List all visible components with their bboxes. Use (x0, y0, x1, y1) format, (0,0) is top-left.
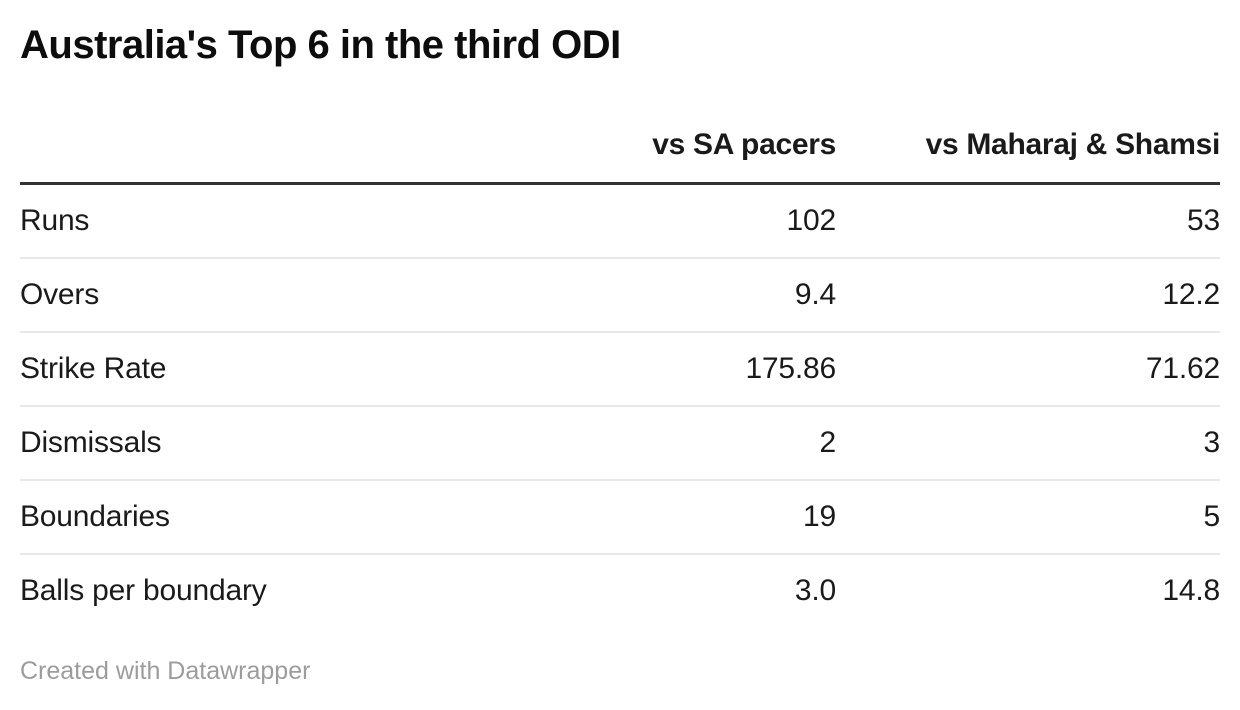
row-label: Runs (20, 183, 476, 259)
cell-vs-sa-pacers: 3.0 (794, 574, 836, 607)
table-header-row: vs SA pacers vs Maharaj & Shamsi (20, 112, 1220, 185)
row-label: Strike Rate (20, 332, 476, 407)
table-row: Boundaries 19 5 (20, 480, 1220, 555)
table-row: Overs 9.4 12.2 (20, 258, 1220, 333)
cell-vs-maharaj-shamsi: 5 (836, 480, 1220, 555)
cell-vs-sa-pacers: 9.4 (476, 258, 836, 333)
column-header-vs-maharaj-shamsi: vs Maharaj & Shamsi (836, 112, 1220, 185)
cell-vs-maharaj-shamsi: 14.8 (1162, 574, 1220, 607)
row-label: Boundaries (20, 480, 476, 555)
datawrapper-attribution-link[interactable]: Created with Datawrapper (20, 657, 311, 685)
table-body: Runs 102 53 Overs 9.4 12.2 Strike Rate 175.86 71… (20, 183, 1220, 628)
cell-vs-sa-pacers: 2 (476, 406, 836, 481)
page-title: Australia's Top 6 in the third ODI (20, 23, 621, 67)
row-label: Dismissals (20, 406, 476, 481)
table-row: Balls per boundary 3.0 14.8 (20, 554, 1220, 627)
data-table: vs SA pacers vs Maharaj & Shamsi Runs 102… (20, 112, 1220, 627)
cell-vs-sa-pacers: 175.86 (476, 332, 836, 407)
row-label: Overs (20, 258, 476, 333)
column-header-blank (20, 112, 476, 185)
column-header-vs-sa-pacers: vs SA pacers (476, 112, 836, 185)
table-header: vs SA pacers vs Maharaj & Shamsi (20, 112, 1220, 185)
table-row: Runs 102 53 (20, 183, 1220, 259)
cell-vs-maharaj-shamsi: 12.2 (836, 258, 1220, 333)
cell-vs-maharaj-shamsi: 53 (836, 183, 1220, 259)
table-row: Dismissals 2 3 (20, 406, 1220, 481)
row-label: Balls per boundary (20, 574, 267, 607)
table-row: Strike Rate 175.86 71.62 (20, 332, 1220, 407)
cell-vs-sa-pacers: 102 (476, 183, 836, 259)
cell-vs-maharaj-shamsi: 71.62 (836, 332, 1220, 407)
cell-vs-maharaj-shamsi: 3 (836, 406, 1220, 481)
cell-vs-sa-pacers: 19 (476, 480, 836, 555)
